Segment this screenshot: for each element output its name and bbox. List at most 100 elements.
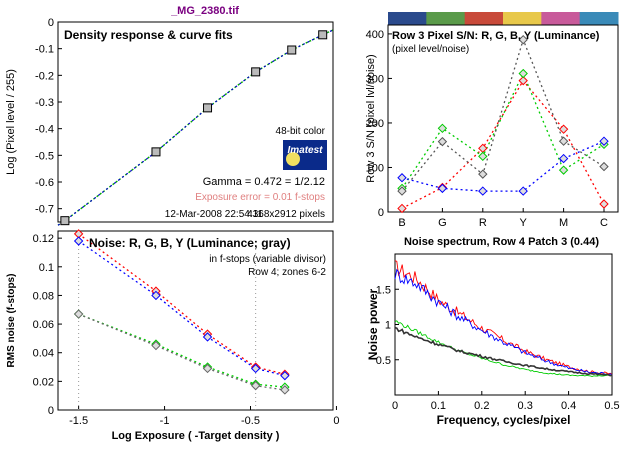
density-fit-blue xyxy=(57,29,334,226)
noise-data-point xyxy=(280,370,290,381)
spectrum-xtick-label: 0.4 xyxy=(561,400,576,412)
spectrum-series-line xyxy=(394,268,613,376)
noise-data-point xyxy=(250,380,261,391)
color-patch-strip xyxy=(541,12,581,25)
snr-xtick-label: G xyxy=(438,217,447,229)
snr-xtick-label: Y xyxy=(520,217,528,229)
snr-data-point xyxy=(397,186,407,196)
imatest-logo-sun xyxy=(286,152,300,166)
noise-plot-frame xyxy=(57,230,334,411)
snr-data-point xyxy=(599,136,609,146)
spectrum-ytick-label: 0.5 xyxy=(376,355,391,367)
snr-data-point xyxy=(437,123,448,134)
spectrum-xlabel: Frequency, cycles/pixel xyxy=(437,413,571,427)
spectrum-xtick-label: 0.1 xyxy=(431,400,446,412)
window-title: _MG_2380.tif xyxy=(170,5,239,17)
spectrum-xtick-label: 0.3 xyxy=(518,400,533,412)
density-data-point xyxy=(287,45,297,55)
snr-series-line xyxy=(401,79,605,209)
noise-ytick-label: 0.1 xyxy=(39,262,54,274)
snr-data-point xyxy=(518,186,528,196)
noise-note-zones: Row 4; zones 6-2 xyxy=(248,267,326,278)
density-data-point xyxy=(318,30,328,40)
snr-data-point xyxy=(558,165,569,175)
noise-note-units: in f-stops (variable divisor) xyxy=(209,254,326,265)
snr-data-point xyxy=(599,199,609,209)
density-ytick-label: -0.4 xyxy=(35,124,54,136)
snr-ytick-label: 0 xyxy=(378,207,384,219)
noise-data-point xyxy=(280,385,290,395)
snr-series-line xyxy=(401,71,605,189)
snr-data-point xyxy=(478,169,488,179)
color-patch-strip xyxy=(503,12,542,25)
noise-ytick-label: 0.04 xyxy=(33,348,54,360)
noise-xtick-label: -0.5 xyxy=(241,415,260,427)
bit-depth-label: 48-bit color xyxy=(276,126,326,137)
noise-ylabel: RMS noise (f-stops) xyxy=(6,274,17,368)
spectrum-xtick-label: 0.2 xyxy=(474,400,489,412)
noise-xtick-label: -1 xyxy=(160,415,170,427)
snr-subtitle: (pixel level/noise) xyxy=(392,44,469,55)
snr-xtick-label: C xyxy=(600,217,608,229)
imatest-logo-text: Imatest xyxy=(287,145,323,156)
noise-ytick-label: 0.12 xyxy=(33,233,54,245)
noise-series-line xyxy=(78,313,285,388)
snr-xtick-label: B xyxy=(398,217,405,229)
noise-ytick-label: 0.02 xyxy=(33,376,54,388)
density-ytick-label: 0 xyxy=(48,17,54,29)
density-ytick-label: -0.2 xyxy=(35,70,54,82)
spectrum-ylabel: Noise power xyxy=(366,289,380,361)
noise-series-line xyxy=(78,233,286,375)
snr-ytick-label: 300 xyxy=(366,73,384,85)
noise-series-line xyxy=(78,313,285,391)
spectrum-ytick-label: 1.5 xyxy=(376,284,391,296)
color-patch-strip xyxy=(579,12,619,25)
snr-data-point xyxy=(437,136,448,147)
density-data-point xyxy=(60,216,70,226)
snr-series-line xyxy=(401,140,605,192)
noise-data-point xyxy=(73,236,84,246)
density-ylabel: Log (Pixel level / 255) xyxy=(5,69,17,175)
noise-ytick-label: 0.06 xyxy=(33,319,54,331)
spectrum-xtick-label: 0.5 xyxy=(604,400,619,412)
snr-data-point xyxy=(518,68,528,79)
snr-title: Row 3 Pixel S/N: R, G, B, Y (Luminance) xyxy=(392,30,600,42)
snr-xtick-label: R xyxy=(479,217,487,229)
snr-ytick-label: 100 xyxy=(366,162,384,174)
noise-data-point xyxy=(250,363,261,374)
snr-data-point xyxy=(558,124,569,134)
spectrum-series-line xyxy=(394,326,613,377)
color-patch-strip xyxy=(388,12,427,25)
snr-data-point xyxy=(437,183,448,194)
color-patch-strip xyxy=(426,12,466,25)
snr-data-point xyxy=(518,75,528,86)
density-data-point xyxy=(203,103,213,113)
density-ytick-label: -0.6 xyxy=(35,177,54,189)
noise-data-point xyxy=(202,332,213,342)
spectrum-xtick-label: 0 xyxy=(392,400,398,412)
date-label: 12-Mar-2008 22:54:11 xyxy=(165,209,264,220)
density-plot-frame xyxy=(57,21,334,223)
noise-xtick-label: -1.5 xyxy=(69,415,88,427)
snr-ylabel: Row 3 S/N (pixel lvl/noise) xyxy=(365,54,377,182)
snr-series-line xyxy=(401,37,605,192)
snr-data-point xyxy=(478,186,488,196)
color-patch-strip xyxy=(464,12,504,25)
density-ytick-label: -0.1 xyxy=(35,44,54,56)
noise-data-point xyxy=(73,309,84,319)
density-ytick-label: -0.5 xyxy=(35,150,54,162)
noise-title: Noise: R, G, B, Y (Luminance; gray) xyxy=(89,236,291,250)
gamma-label: Gamma = 0.472 = 1/2.12 xyxy=(203,176,325,188)
snr-data-point xyxy=(558,136,569,146)
spectrum-series-line xyxy=(394,260,613,375)
spectrum-ytick-label: 1 xyxy=(385,320,391,332)
snr-data-point xyxy=(518,34,528,45)
noise-data-point xyxy=(151,290,161,301)
spectrum-series-line xyxy=(394,320,613,377)
snr-data-point xyxy=(478,151,488,162)
density-data-point xyxy=(251,67,261,77)
snr-ytick-label: 200 xyxy=(366,118,384,130)
noise-data-point xyxy=(202,363,213,374)
